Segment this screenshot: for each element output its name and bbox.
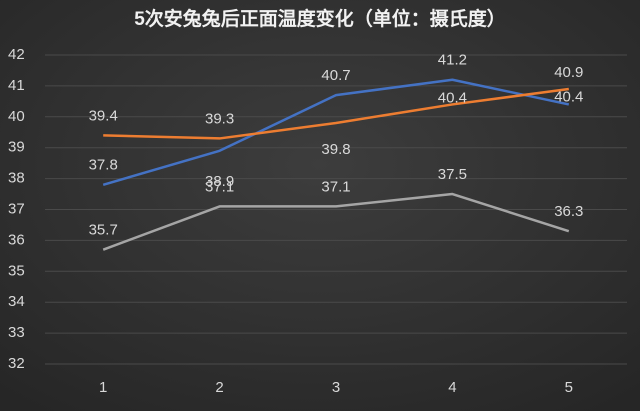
data-label: 38.9 bbox=[205, 173, 234, 190]
y-tick-label: 35 bbox=[8, 262, 25, 279]
data-label: 37.8 bbox=[89, 157, 118, 174]
data-label: 40.4 bbox=[554, 88, 583, 105]
data-label: 39.4 bbox=[89, 107, 118, 124]
y-tick-label: 40 bbox=[8, 108, 25, 125]
data-label: 35.7 bbox=[89, 222, 118, 239]
y-tick-label: 37 bbox=[8, 200, 25, 217]
series-line bbox=[102, 78, 570, 186]
y-tick-label: 33 bbox=[8, 324, 25, 341]
x-tick-label: 2 bbox=[215, 379, 223, 396]
x-tick-label: 1 bbox=[99, 379, 107, 396]
data-label: 41.2 bbox=[438, 52, 467, 69]
data-label: 39.8 bbox=[321, 141, 350, 158]
y-tick-label: 38 bbox=[8, 170, 25, 187]
y-tick-label: 36 bbox=[8, 231, 25, 248]
y-tick-label: 39 bbox=[8, 139, 25, 156]
data-label: 40.9 bbox=[554, 64, 583, 81]
data-label: 40.7 bbox=[321, 67, 350, 84]
x-tick-label: 5 bbox=[565, 379, 573, 396]
data-label: 36.3 bbox=[554, 203, 583, 220]
series-line bbox=[102, 192, 570, 251]
y-tick-label: 32 bbox=[8, 355, 25, 372]
data-label: 40.4 bbox=[438, 89, 467, 106]
y-tick-label: 42 bbox=[8, 46, 25, 63]
series-line bbox=[103, 87, 569, 140]
data-label: 37.1 bbox=[205, 178, 234, 195]
chart-title: 5次安兔兔后正面温度变化（单位：摄氏度） bbox=[134, 7, 506, 30]
x-tick-label: 3 bbox=[332, 379, 340, 396]
y-tick-label: 34 bbox=[8, 293, 25, 310]
data-label: 39.3 bbox=[205, 110, 234, 127]
data-label: 37.5 bbox=[438, 166, 467, 183]
data-label: 37.1 bbox=[321, 178, 350, 195]
y-tick-label: 41 bbox=[8, 77, 25, 94]
x-tick-label: 4 bbox=[448, 379, 456, 396]
